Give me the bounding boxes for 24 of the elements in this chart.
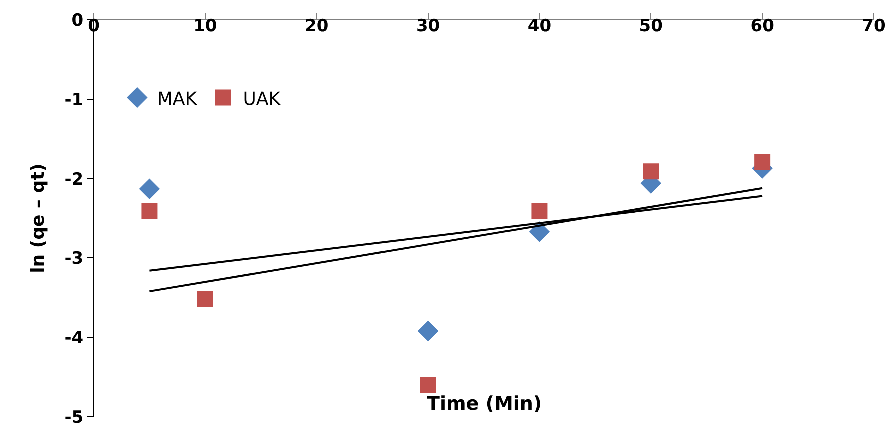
point [142,203,158,220]
x-tick-label: 40 [528,16,552,36]
y-tick-label: -2 [64,170,84,190]
x-tick-label: 20 [305,16,329,36]
legend-label: MAK [157,88,198,110]
point [139,178,160,200]
x-axis-title: Time (Min) [427,393,542,415]
point [420,377,436,394]
x-tick-label: 10 [194,16,218,36]
point [643,164,660,180]
point [754,154,771,170]
y-tick-label: -3 [64,249,84,270]
x-tick-label: 30 [416,16,440,36]
point [532,203,548,220]
y-tick-label: -1 [64,90,84,110]
y-tick-label: -5 [64,408,84,428]
x-tick-label: 70 [862,16,886,36]
x-tick-label: 60 [750,16,775,36]
y-axis-title: ln (qe – qt) [28,164,49,274]
legend-label: UAK [243,88,282,110]
point [418,320,439,342]
y-tick-label: -4 [64,328,84,349]
x-tick-label: 50 [639,16,664,36]
point [197,291,214,308]
